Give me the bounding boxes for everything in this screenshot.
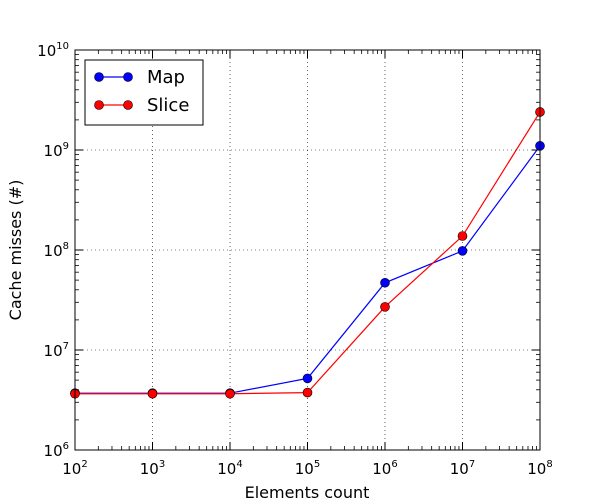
legend-slice-marker — [123, 100, 133, 110]
series-layer — [70, 107, 545, 399]
x-tick-label: 103 — [140, 459, 165, 478]
legend-map-marker — [123, 72, 133, 82]
legend-slice-marker — [94, 100, 104, 110]
data-point-slice — [457, 231, 468, 241]
y-tick-label: 107 — [44, 341, 69, 360]
series-map — [70, 141, 545, 398]
x-tick-label: 108 — [527, 459, 552, 478]
data-point-slice — [302, 387, 313, 398]
x-tick-label: 102 — [62, 459, 87, 478]
legend-map-marker — [94, 72, 104, 82]
data-point-slice — [147, 388, 158, 399]
data-point-slice — [380, 302, 390, 312]
x-tick-label: 106 — [372, 459, 397, 478]
legend-slice-label: Slice — [147, 95, 189, 116]
legend-frame — [84, 59, 204, 126]
x-tick-label: 104 — [217, 459, 242, 478]
axis-ticks: 102 103 104 105 106 107 108 106 107 108 109 1010 — [37, 41, 553, 478]
y-tick-label: 109 — [44, 141, 69, 160]
y-tick-label: 108 — [44, 241, 69, 260]
x-tick-label: 105 — [295, 459, 320, 478]
y-axis-label: Cache misses (#) — [6, 180, 25, 321]
data-point-map — [457, 246, 468, 256]
x-axis-label: Elements count — [245, 483, 370, 500]
data-point-map — [302, 373, 313, 384]
data-point-slice — [225, 388, 235, 399]
data-point-map — [380, 277, 390, 288]
y-tick-label: 106 — [44, 441, 69, 460]
y-tick-label: 1010 — [37, 41, 69, 60]
series-slice — [70, 107, 545, 399]
x-tick-label: 107 — [450, 459, 475, 478]
legend-map-label: Map — [147, 67, 185, 88]
legend: Map Slice — [84, 59, 204, 126]
